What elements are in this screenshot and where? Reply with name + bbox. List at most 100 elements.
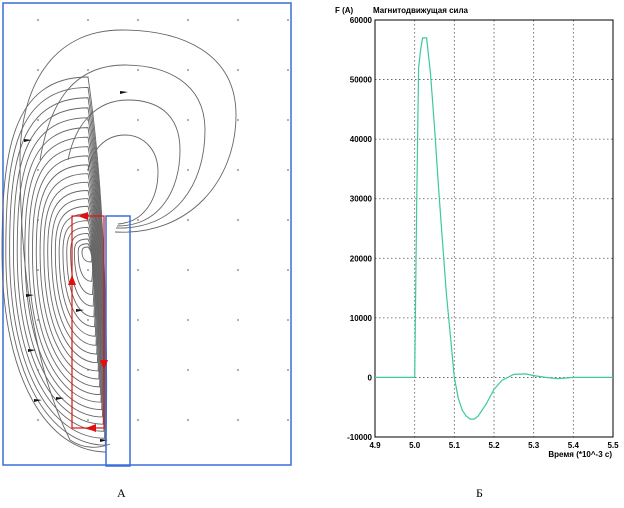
panel-b-caption: Б	[476, 486, 483, 500]
mesh-dot	[87, 69, 89, 71]
y-tick-label: 20000	[350, 254, 373, 263]
field-line	[28, 146, 103, 403]
mesh-dot	[87, 419, 89, 421]
field-line	[32, 155, 102, 396]
x-tick-label: 5.0	[409, 441, 421, 450]
y-tick-labels: -10000 0 10000 20000 30000 40000 50000 60000	[347, 16, 372, 442]
mmf-curve	[375, 37, 613, 420]
x-axis-label: Время (*10^-3 с)	[548, 450, 612, 459]
mesh-dot	[187, 119, 189, 121]
mesh-dot	[37, 169, 39, 171]
field-line	[24, 136, 103, 411]
field-arrow-icon	[76, 309, 84, 312]
mesh-dot	[187, 319, 189, 321]
mesh-dot	[287, 269, 289, 271]
plot-area-frame	[374, 19, 614, 438]
field-line	[67, 99, 181, 227]
current-arrow-icon	[68, 275, 76, 285]
mesh-dot	[37, 19, 39, 21]
x-tick-label: 5.5	[607, 441, 619, 450]
field-line	[35, 164, 101, 388]
field-line	[19, 29, 237, 448]
y-axis-unit: F (A)	[335, 6, 354, 15]
current-arrow-icon	[100, 360, 108, 370]
y-tick-label: 30000	[350, 195, 373, 204]
mesh-dot	[187, 369, 189, 371]
mesh-dot	[137, 219, 139, 221]
field-arrow-icon	[120, 91, 128, 94]
mesh-dot	[287, 19, 289, 21]
mesh-dot	[287, 219, 289, 221]
chart-title: Магнитодвижущая сила	[373, 6, 469, 15]
field-line	[12, 107, 105, 432]
mesh-dot	[137, 369, 139, 371]
mesh-dot	[287, 319, 289, 321]
mesh-dot	[137, 319, 139, 321]
field-arrow-icon	[24, 139, 32, 142]
field-arrow-icon	[26, 294, 34, 297]
field-arrow-icon	[28, 349, 36, 352]
mesh-dot	[237, 269, 239, 271]
mesh-dot	[87, 319, 89, 321]
mesh-dot	[137, 269, 139, 271]
mesh-dot	[137, 169, 139, 171]
x-tick-label: 5.4	[568, 441, 580, 450]
field-line	[43, 181, 100, 372]
field-line	[77, 243, 93, 282]
field-arrow-icon	[100, 439, 108, 442]
chart-grid	[375, 20, 613, 437]
field-line	[16, 117, 105, 425]
field-lines	[1, 29, 237, 453]
field-line	[70, 233, 95, 307]
field-diagram-panel: А	[1, 2, 292, 500]
mesh-dot	[287, 369, 289, 371]
field-line	[51, 198, 98, 355]
field-line	[87, 134, 159, 225]
mesh-dot	[137, 119, 139, 121]
mesh-dot	[237, 419, 239, 421]
y-tick-label: 10000	[350, 314, 373, 323]
field-line	[39, 64, 206, 229]
mmf-chart-panel: -10000 0 10000 20000 30000 40000 50000 60000 4.…	[335, 6, 619, 500]
field-line	[54, 205, 98, 346]
mesh-dot	[37, 269, 39, 271]
y-tick-label: 50000	[350, 76, 373, 85]
current-arrow-icon	[86, 424, 96, 432]
y-tick-label: 40000	[350, 135, 373, 144]
mesh-dot	[237, 219, 239, 221]
mesh-dot	[237, 319, 239, 321]
mesh-dot	[287, 69, 289, 71]
field-line	[58, 213, 97, 337]
mesh-dot	[187, 419, 189, 421]
x-tick-label: 4.9	[369, 441, 381, 450]
mesh-dot	[87, 269, 89, 271]
mesh-dot	[237, 169, 239, 171]
panel-a-caption: А	[117, 486, 126, 500]
field-line	[73, 238, 94, 296]
mesh-dot	[287, 419, 289, 421]
mesh-dot	[237, 119, 239, 121]
mesh-dot	[137, 69, 139, 71]
x-tick-label: 5.3	[528, 441, 540, 450]
mesh-dot	[187, 169, 189, 171]
y-tick-label: 60000	[350, 16, 373, 25]
field-arrow-icon	[34, 399, 42, 402]
mesh-dot	[37, 419, 39, 421]
mesh-dot	[287, 119, 289, 121]
mesh-dot	[137, 419, 139, 421]
mesh-dot	[37, 69, 39, 71]
domain-boundary	[2, 2, 292, 466]
x-tick-labels: 4.9 5.0 5.1 5.2 5.3 5.4 5.5	[369, 441, 619, 450]
field-arrow-icon	[56, 397, 64, 400]
current-arrow-icon	[78, 212, 88, 220]
field-line	[39, 173, 100, 380]
mesh-dots	[37, 19, 289, 421]
field-line	[66, 226, 96, 318]
mesh-dot	[237, 369, 239, 371]
rod-core	[105, 215, 131, 467]
mesh-dot	[187, 219, 189, 221]
mesh-dot	[187, 269, 189, 271]
mesh-dot	[137, 19, 139, 21]
mesh-dot	[287, 169, 289, 171]
